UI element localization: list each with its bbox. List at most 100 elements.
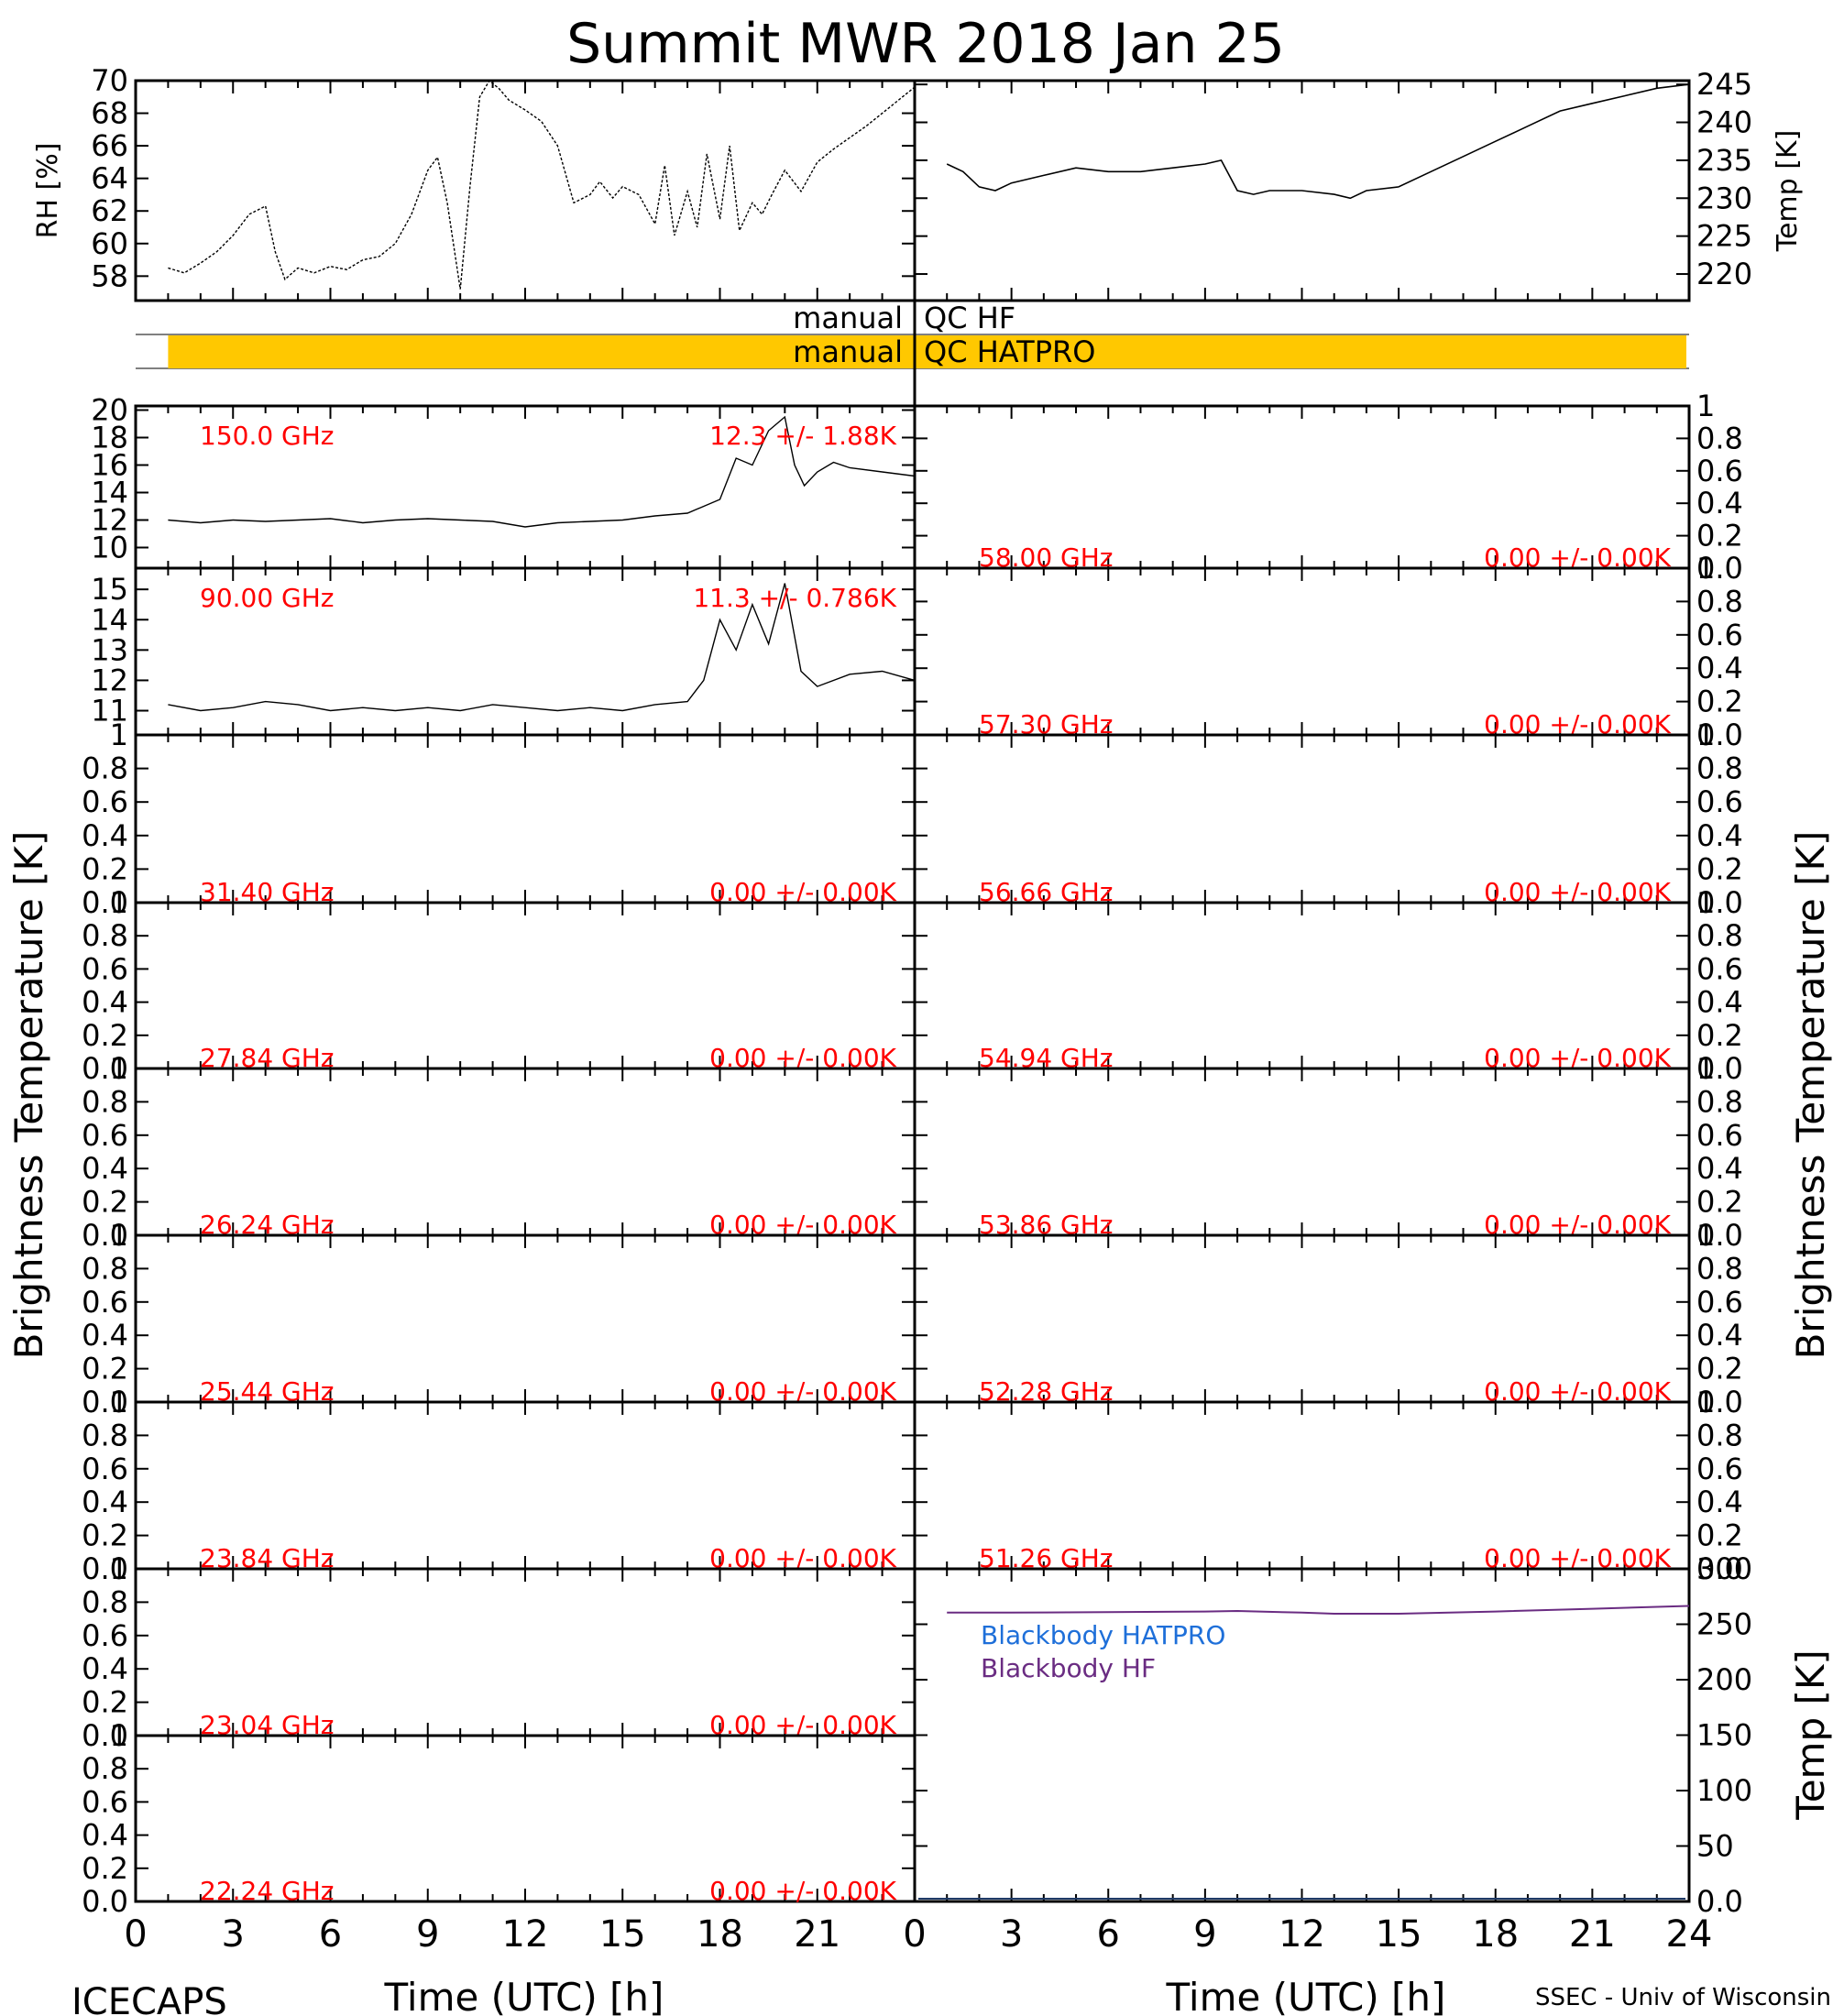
y-tick-label: 66 — [91, 128, 128, 163]
y-tick-label: 0.8 — [82, 1584, 128, 1619]
y-tick-label: 0.6 — [82, 1285, 128, 1320]
y-tick-label: 0.6 — [82, 784, 128, 819]
y-tick-label: 1 — [110, 1718, 128, 1753]
y-tick-label: 100 — [1696, 1773, 1752, 1808]
y-tick-label: 1 — [1696, 1385, 1715, 1419]
y-tick-label: 0.4 — [82, 1318, 128, 1353]
y-tick-label: 0.0 — [1696, 885, 1743, 920]
y-tick-label: 0.4 — [82, 1818, 128, 1853]
y-tick-label: 14 — [91, 476, 128, 510]
y-tick-label: 245 — [1696, 67, 1752, 102]
y-tick-label: 0.8 — [1696, 421, 1743, 455]
y-tick-label: 0.8 — [82, 1084, 128, 1119]
x-tick-label-right: 24 — [1666, 1913, 1713, 1956]
y-tick-label: 58 — [91, 258, 128, 293]
y-tick-label: 18 — [91, 421, 128, 455]
y-tick-label: 16 — [91, 448, 128, 483]
y-tick-label: 0.6 — [82, 1618, 128, 1653]
y-tick-label: 0.8 — [1696, 751, 1743, 786]
channel-stats: 0.00 +/- 0.00K — [709, 1876, 896, 1906]
y-tick-label: 62 — [91, 193, 128, 228]
channel-label: 90.00 GHz — [200, 583, 335, 613]
right-ylabel: Brightness Temperature [K] — [1788, 831, 1833, 1360]
y-tick-label: 1 — [110, 1218, 128, 1253]
y-tick-label: 1 — [1696, 551, 1715, 586]
x-tick-label-left: 18 — [697, 1913, 743, 1956]
y-tick-label: 12 — [91, 663, 128, 697]
qc-hatpro-bar-left — [168, 335, 915, 368]
x-tick-label-left: 9 — [416, 1913, 439, 1956]
y-tick-label: 0.0 — [1696, 1385, 1743, 1419]
y-tick-label: 230 — [1696, 181, 1752, 215]
y-tick-label: 0.2 — [82, 851, 128, 886]
y-tick-label: 0.4 — [1696, 651, 1743, 685]
y-tick-label: 1 — [1696, 1051, 1715, 1086]
y-tick-label: 0.8 — [82, 1251, 128, 1286]
x-tick-label-right: 3 — [1000, 1913, 1023, 1956]
y-tick-label: 225 — [1696, 219, 1752, 254]
y-tick-label: 0.2 — [1696, 685, 1743, 719]
panel-frame — [913, 1567, 1691, 1903]
qc-hatpro-left-label: manual — [793, 334, 903, 369]
qc-hatpro-bar-right — [915, 335, 1686, 368]
y-tick-label: 235 — [1696, 143, 1752, 178]
y-tick-label: 0.6 — [82, 1118, 128, 1153]
y-tick-label: 20 — [91, 393, 128, 428]
y-tick-label: 0.6 — [82, 951, 128, 986]
y-tick-label: 0.6 — [1696, 784, 1743, 819]
y-tick-label: 0.6 — [82, 1784, 128, 1819]
x-tick-label-left: 21 — [794, 1913, 840, 1956]
y-tick-label: 0.2 — [82, 1685, 128, 1720]
x-tick-label-left: 0 — [124, 1913, 147, 1956]
x-tick-label-right: 21 — [1569, 1913, 1616, 1956]
y-tick-label: 11 — [91, 694, 128, 729]
y-tick-label: 0.4 — [82, 1151, 128, 1186]
y-tick-label: 0.2 — [82, 1018, 128, 1053]
temp-ylabel: Temp [K] — [1772, 130, 1804, 253]
y-tick-label: 0.4 — [82, 985, 128, 1020]
y-tick-label: 0.2 — [1696, 519, 1743, 553]
y-tick-label: 150 — [1696, 1718, 1752, 1753]
y-tick-label: 0.0 — [1696, 1051, 1743, 1086]
y-tick-label: 0.0 — [1696, 1551, 1743, 1586]
y-tick-label: 200 — [1696, 1662, 1752, 1697]
y-tick-label: 0.4 — [1696, 1318, 1743, 1353]
panel-blackbody: 0.0 50 100 150 200 250 300 Blackbody HATPROBlac… — [913, 1551, 1833, 1919]
y-tick-label: 0.8 — [1696, 1251, 1743, 1286]
y-tick-label: 0.6 — [82, 1452, 128, 1486]
qc-hatpro-right-label: QC HATPRO — [924, 334, 1095, 369]
channel-stats: 11.3 +/- 0.786K — [693, 583, 896, 613]
y-tick-label: 0.8 — [82, 751, 128, 786]
y-tick-label: 0.0 — [82, 1884, 128, 1919]
qc-hf-right-label: QC HF — [924, 301, 1015, 335]
x-tick-label-right: 0 — [903, 1913, 926, 1956]
figure-title: Summit MWR 2018 Jan 25 — [566, 12, 1285, 76]
x-tick-label-right: 6 — [1097, 1913, 1120, 1956]
y-tick-label: 0.8 — [82, 918, 128, 953]
x-tick-label-left: 15 — [599, 1913, 646, 1956]
y-tick-label: 50 — [1696, 1829, 1734, 1864]
y-tick-label: 1 — [1696, 885, 1715, 920]
x-tick-label-right: 9 — [1193, 1913, 1216, 1956]
y-tick-label: 15 — [91, 572, 128, 607]
y-tick-label: 0.8 — [82, 1751, 128, 1786]
y-tick-label: 240 — [1696, 105, 1752, 140]
y-tick-label: 0.8 — [1696, 918, 1743, 953]
y-tick-label: 0.0 — [82, 1551, 128, 1586]
y-tick-label: 0.2 — [82, 1518, 128, 1553]
series-line-0 — [946, 83, 1690, 200]
x-tick-label-right: 15 — [1376, 1913, 1422, 1956]
